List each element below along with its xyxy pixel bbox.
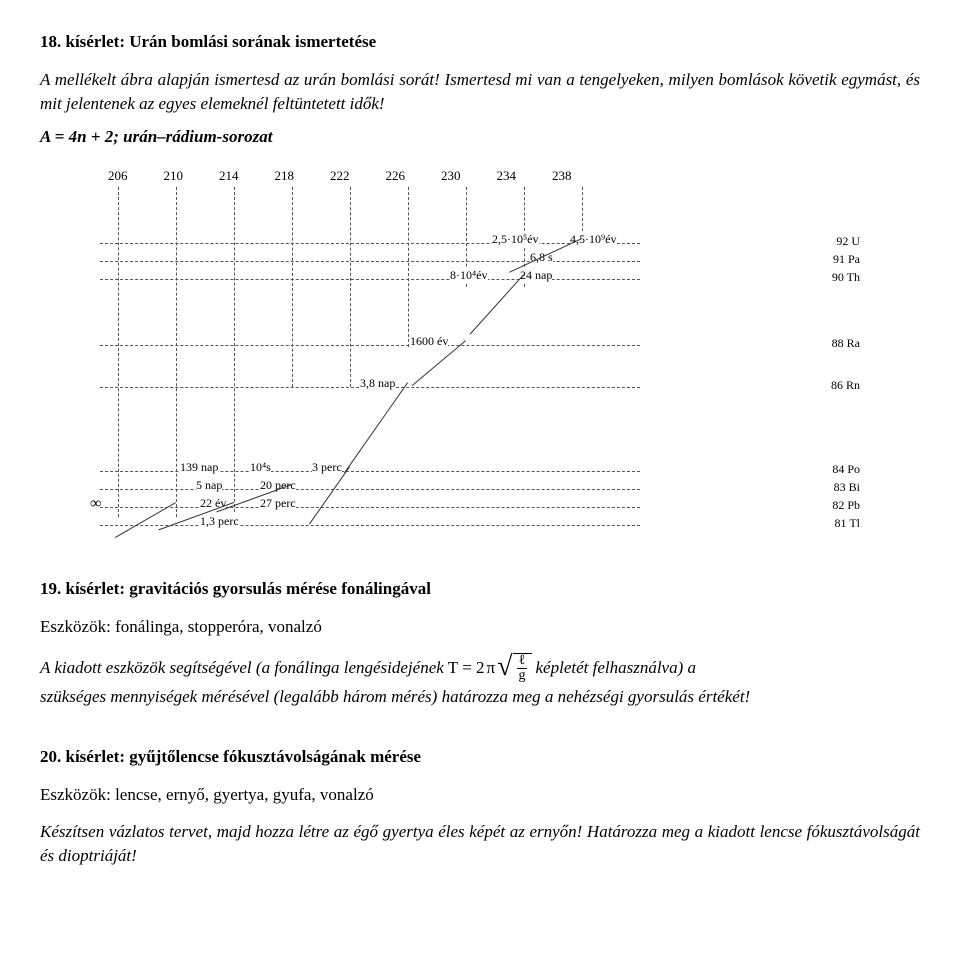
halflife-annotation: 3 perc bbox=[312, 459, 342, 476]
x-tick-label: 234 bbox=[497, 167, 517, 185]
element-label: 92 U bbox=[836, 233, 860, 250]
decay-arrow bbox=[344, 383, 408, 474]
grid-hline bbox=[100, 261, 640, 262]
halflife-annotation: 1,3 perc bbox=[200, 513, 239, 530]
exp20-paragraph: Készítsen vázlatos tervet, majd hozza lé… bbox=[40, 820, 920, 868]
element-label: 86 Rn bbox=[831, 377, 860, 394]
chart-area: 92 U91 Pa90 Th88 Ra86 Rn84 Po83 Bi82 Pb8… bbox=[100, 187, 800, 547]
element-label: 83 Bi bbox=[834, 479, 860, 496]
exp19-tools: Eszközök: fonálinga, stopperóra, vonalzó bbox=[40, 615, 920, 639]
element-label: 90 Th bbox=[832, 269, 860, 286]
decay-diagram: 206210214218222226230234238 92 U91 Pa90 … bbox=[100, 167, 920, 547]
halflife-annotation: 2,5·10⁵év bbox=[492, 231, 539, 248]
grid-hline bbox=[100, 525, 640, 526]
x-tick-label: 218 bbox=[275, 167, 295, 185]
grid-hline bbox=[100, 345, 640, 346]
pendulum-formula: T = 2 π √ ℓ g bbox=[448, 653, 532, 683]
exp19-para-post: képletét felhasználva) a bbox=[536, 656, 697, 680]
x-tick-label: 226 bbox=[386, 167, 406, 185]
formula-sqrt: √ ℓ g bbox=[497, 653, 531, 683]
halflife-annotation: 5 nap bbox=[196, 477, 222, 494]
x-tick-label: 230 bbox=[441, 167, 461, 185]
grid-vline bbox=[292, 187, 293, 387]
x-tick-label: 210 bbox=[164, 167, 184, 185]
element-label: 91 Pa bbox=[833, 251, 860, 268]
decay-row: 86 Rn bbox=[100, 379, 800, 395]
exp20-tools: Eszközök: lencse, ernyő, gyertya, gyufa,… bbox=[40, 783, 920, 807]
halflife-annotation: 3,8 nap bbox=[360, 375, 395, 392]
x-tick-label: 222 bbox=[330, 167, 350, 185]
exp19-formula-row: A kiadott eszközök segítségével (a fonál… bbox=[40, 653, 920, 683]
halflife-annotation: 27 perc bbox=[260, 495, 296, 512]
x-axis-labels: 206 210 214 218 222 226 230 234 238 bbox=[108, 167, 920, 185]
halflife-annotation: 20 perc bbox=[260, 477, 296, 494]
decay-row: 92 U bbox=[100, 235, 800, 251]
exp18-subtitle: A = 4n + 2; urán–rádium-sorozat bbox=[40, 125, 920, 149]
halflife-annotation: 24 nap bbox=[520, 267, 552, 284]
exp20-heading: 20. kísérlet: gyűjtőlencse fókusztávolsá… bbox=[40, 745, 920, 769]
formula-T: T bbox=[448, 656, 458, 680]
grid-hline bbox=[100, 507, 640, 508]
x-tick-label: 206 bbox=[108, 167, 128, 185]
exp19-para-pre: A kiadott eszközök segítségével (a fonál… bbox=[40, 656, 444, 680]
element-label: 88 Ra bbox=[832, 335, 860, 352]
exp19-heading: 19. kísérlet: gravitációs gyorsulás méré… bbox=[40, 577, 920, 601]
decay-row: 88 Ra bbox=[100, 337, 800, 353]
element-label: 84 Po bbox=[832, 461, 860, 478]
halflife-annotation: 10⁴s bbox=[250, 459, 271, 476]
formula-eq: = 2 bbox=[462, 656, 484, 680]
halflife-annotation: 1600 év bbox=[410, 333, 448, 350]
grid-vline bbox=[350, 187, 351, 387]
grid-hline bbox=[100, 243, 640, 244]
grid-hline bbox=[100, 279, 640, 280]
halflife-annotation: 8·10⁴év bbox=[450, 267, 488, 284]
exp18-heading: 18. kísérlet: Urán bomlási sorának ismer… bbox=[40, 30, 920, 54]
radical-sign: √ bbox=[497, 653, 512, 683]
infinity-symbol: ∞ bbox=[90, 493, 101, 515]
formula-num: ℓ bbox=[517, 654, 528, 669]
element-label: 82 Pb bbox=[832, 497, 860, 514]
element-label: 81 Tl bbox=[835, 515, 860, 532]
halflife-annotation: 139 nap bbox=[180, 459, 218, 476]
x-tick-label: 238 bbox=[552, 167, 572, 185]
formula-den: g bbox=[517, 669, 528, 683]
formula-pi: π bbox=[487, 656, 496, 680]
x-tick-label: 214 bbox=[219, 167, 239, 185]
exp19-para2: szükséges mennyiségek mérésével (legaláb… bbox=[40, 685, 920, 709]
exp18-paragraph: A mellékelt ábra alapján ismertesd az ur… bbox=[40, 68, 920, 116]
grid-hline bbox=[100, 489, 640, 490]
